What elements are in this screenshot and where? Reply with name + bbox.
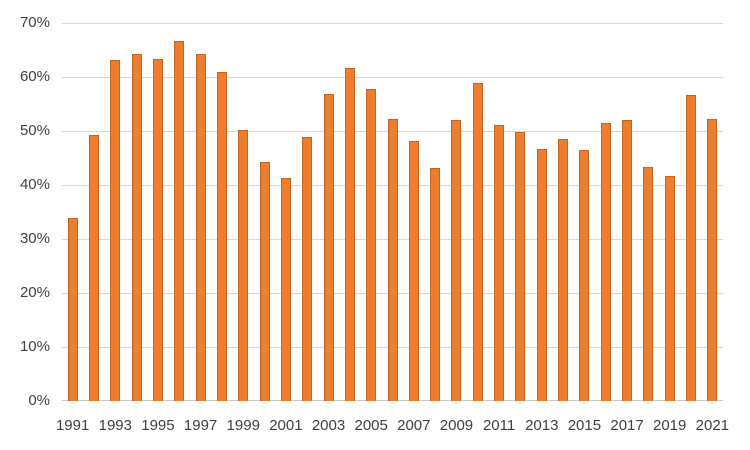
x-axis-label-1999: 1999 [226, 417, 260, 434]
bar-2009 [451, 119, 462, 401]
bar-2005 [366, 88, 377, 401]
x-axis-label-2007: 2007 [397, 417, 431, 434]
x-axis-label-2015: 2015 [567, 417, 602, 434]
bar-2002 [302, 137, 313, 401]
y-axis-label-60: 60% [19, 68, 50, 85]
x-axis-label-2001: 2001 [269, 417, 303, 434]
x-axis-label-1991: 1991 [55, 417, 90, 434]
x-axis-label-2017: 2017 [610, 417, 644, 434]
bar-1998 [216, 71, 227, 401]
gridline-60 [62, 76, 723, 78]
y-axis-label-70: 70% [19, 14, 50, 31]
y-axis-label-50: 50% [19, 122, 50, 139]
bar-2001 [280, 177, 291, 401]
x-axis-label-1993: 1993 [98, 417, 132, 434]
y-axis-label-0: 0% [28, 392, 50, 409]
bar-1997 [195, 53, 206, 401]
bar-1999 [238, 129, 249, 401]
y-axis-label-20: 20% [19, 284, 50, 301]
bar-1996 [174, 41, 185, 401]
x-axis-label-2009: 2009 [439, 417, 474, 434]
bar-2017 [622, 120, 633, 401]
x-axis-label-2003: 2003 [311, 417, 346, 434]
y-axis-label-10: 10% [19, 338, 50, 355]
y-axis-label-30: 30% [19, 230, 50, 247]
bar-2008 [430, 167, 441, 401]
x-axis-label-2013: 2013 [525, 417, 559, 434]
bar-2006 [387, 118, 398, 401]
bar-2016 [600, 123, 611, 401]
x-axis-label-2011: 2011 [482, 417, 516, 434]
bar-2018 [643, 167, 654, 401]
bar-2020 [686, 94, 697, 401]
bar-2021 [707, 119, 718, 401]
bar-2004 [344, 68, 355, 401]
bar-1994 [131, 54, 142, 401]
x-axis-label-2019: 2019 [653, 417, 687, 434]
plot-area [62, 22, 723, 401]
bar-2011 [494, 125, 505, 401]
x-axis-label-2021: 2021 [695, 417, 730, 434]
x-axis-label-1995: 1995 [141, 417, 175, 434]
bar-2013 [536, 148, 547, 401]
bar-1995 [152, 58, 163, 401]
bar-1992 [88, 134, 99, 401]
y-axis-label-40: 40% [19, 176, 50, 193]
bar-2010 [472, 82, 483, 401]
bar-2014 [558, 138, 569, 401]
bar-2015 [579, 149, 590, 401]
bar-2019 [664, 175, 675, 401]
bar-1993 [110, 59, 121, 401]
bar-2012 [515, 132, 526, 401]
x-axis-label-1997: 1997 [183, 417, 218, 434]
bar-2000 [259, 162, 270, 401]
bar-2007 [408, 141, 419, 401]
bar-1991 [67, 218, 78, 401]
bar-2003 [323, 93, 334, 401]
gridline-70 [62, 22, 723, 24]
x-axis-label-2005: 2005 [354, 417, 388, 434]
